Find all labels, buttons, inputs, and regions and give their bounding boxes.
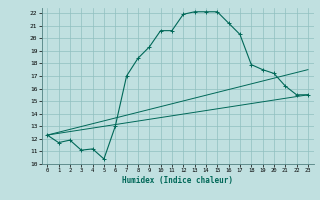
X-axis label: Humidex (Indice chaleur): Humidex (Indice chaleur) [122,176,233,185]
